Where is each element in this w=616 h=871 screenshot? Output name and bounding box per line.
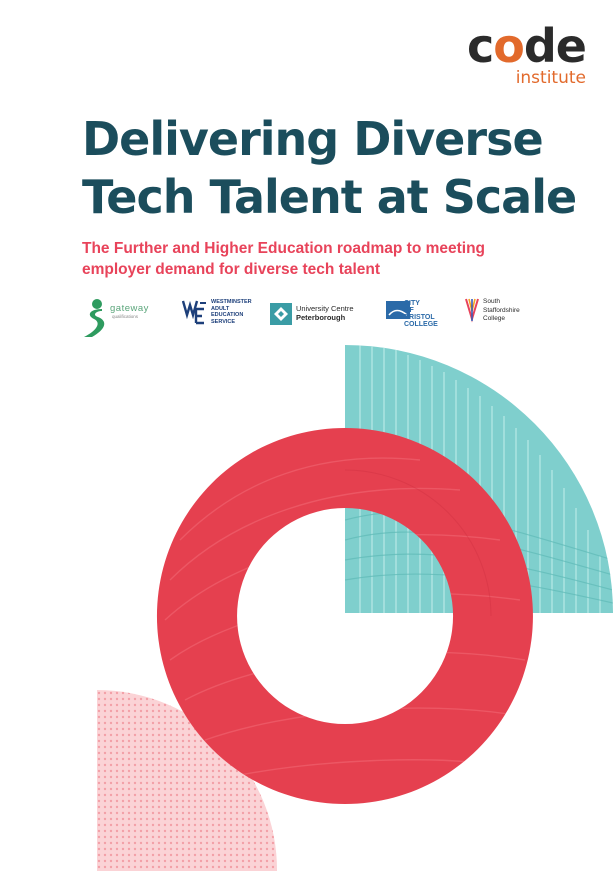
brand-subtitle: institute [515, 68, 586, 88]
partner-logos: gateway qualifications WESTMINSTER ADULT… [82, 295, 552, 339]
south-staffordshire-logo-icon [465, 298, 479, 323]
title-line-1: Delivering Diverse [82, 112, 544, 166]
subtitle-line-2: employer demand for diverse tech talent [82, 261, 381, 278]
red-ring [156, 428, 533, 804]
waes-logo-icon [182, 300, 206, 325]
waes-name: WESTMINSTER ADULT EDUCATION SERVICE [211, 299, 252, 325]
abstract-cover-artwork [97, 345, 613, 871]
code-institute-logo: code institute [466, 19, 587, 88]
report-subtitle: The Further and Higher Education roadmap… [82, 238, 542, 280]
ssc-name: South Staffordshire College [483, 298, 520, 322]
ucp-line-2: Peterborough [296, 313, 346, 322]
city-of-bristol-logo-icon [386, 301, 410, 319]
gateway-logo-icon [84, 299, 105, 337]
subtitle-line-1: The Further and Higher Education roadmap… [82, 240, 486, 257]
gateway-tagline: qualifications [112, 314, 139, 319]
ucp-logo-icon [270, 303, 292, 325]
gateway-name: gateway [110, 303, 149, 314]
title-line-2: Tech Talent at Scale [82, 170, 577, 224]
cbc-name: CITY OF BRISTOL COLLEGE [404, 300, 438, 328]
brand-wordmark: code [466, 19, 587, 73]
report-title: Delivering Diverse Tech Talent at Scale [82, 110, 577, 226]
ucp-line-1: University Centre [296, 304, 354, 313]
pink-dotted-quarter-circle [97, 690, 278, 871]
